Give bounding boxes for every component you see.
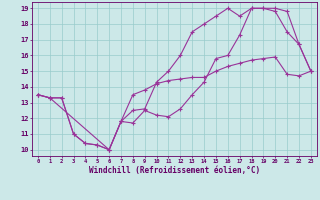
X-axis label: Windchill (Refroidissement éolien,°C): Windchill (Refroidissement éolien,°C) bbox=[89, 166, 260, 175]
